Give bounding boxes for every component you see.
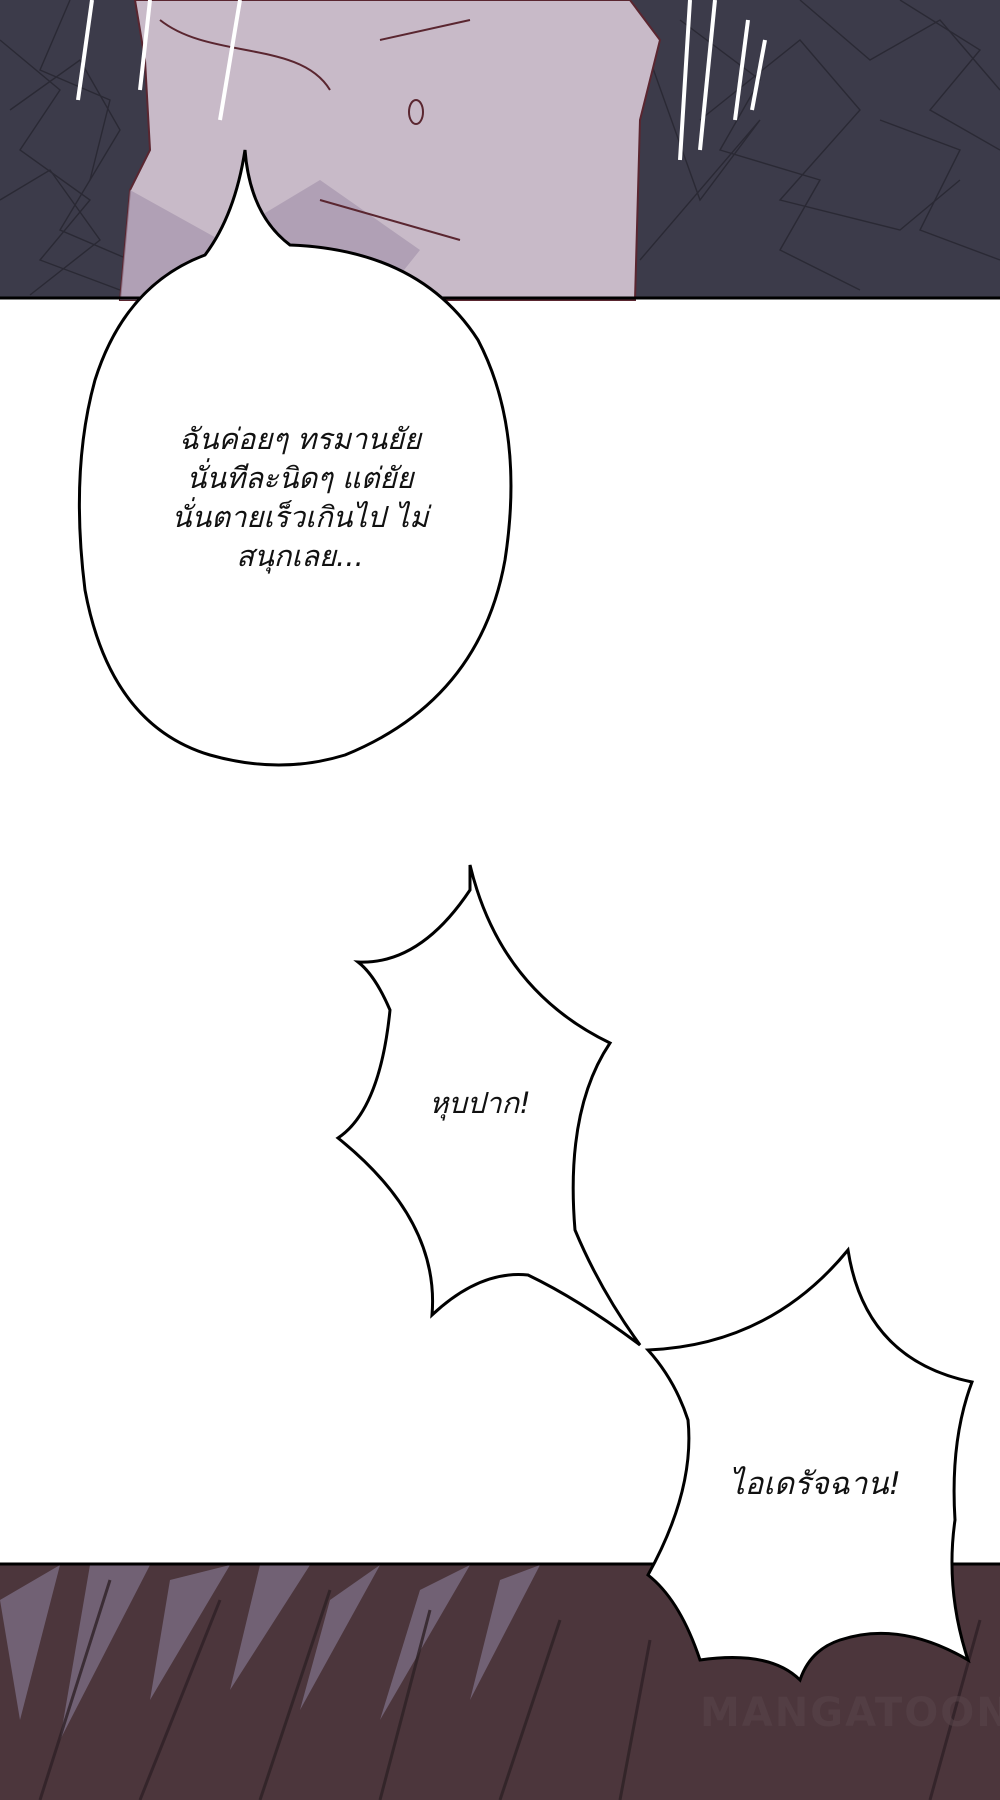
shout-bubble-bottom [644, 1246, 975, 1683]
watermark-logo: MANGATOON [700, 1690, 1000, 1736]
hair-dark-strokes [38, 1579, 982, 1800]
speech-bubble-text: ฉันค่อยๆ ทรมานยัย นั่นทีละนิดๆ แต่ยัย นั… [135, 420, 465, 576]
speech-line-3: นั่นตายเร็วเกินไป ไม่ [171, 500, 429, 534]
crackle-pattern [0, 0, 1000, 296]
shout-bubble-top [335, 864, 642, 1347]
shirt-fold [159, 19, 471, 241]
speech-line-2: นั่นทีละนิดๆ แต่ยัย [186, 461, 414, 495]
speed-lines [76, 0, 767, 161]
shirt-button [408, 99, 424, 125]
speech-line-1: ฉันค่อยๆ ทรมานยัย [178, 422, 422, 456]
shout-bottom-text: ไอเดรัจฉาน! [729, 1466, 901, 1502]
speech-line-4: สนุกเลย... [236, 539, 364, 573]
hair-strands [0, 1565, 540, 1740]
shout-top-text: หุบปาก! [429, 1086, 531, 1120]
